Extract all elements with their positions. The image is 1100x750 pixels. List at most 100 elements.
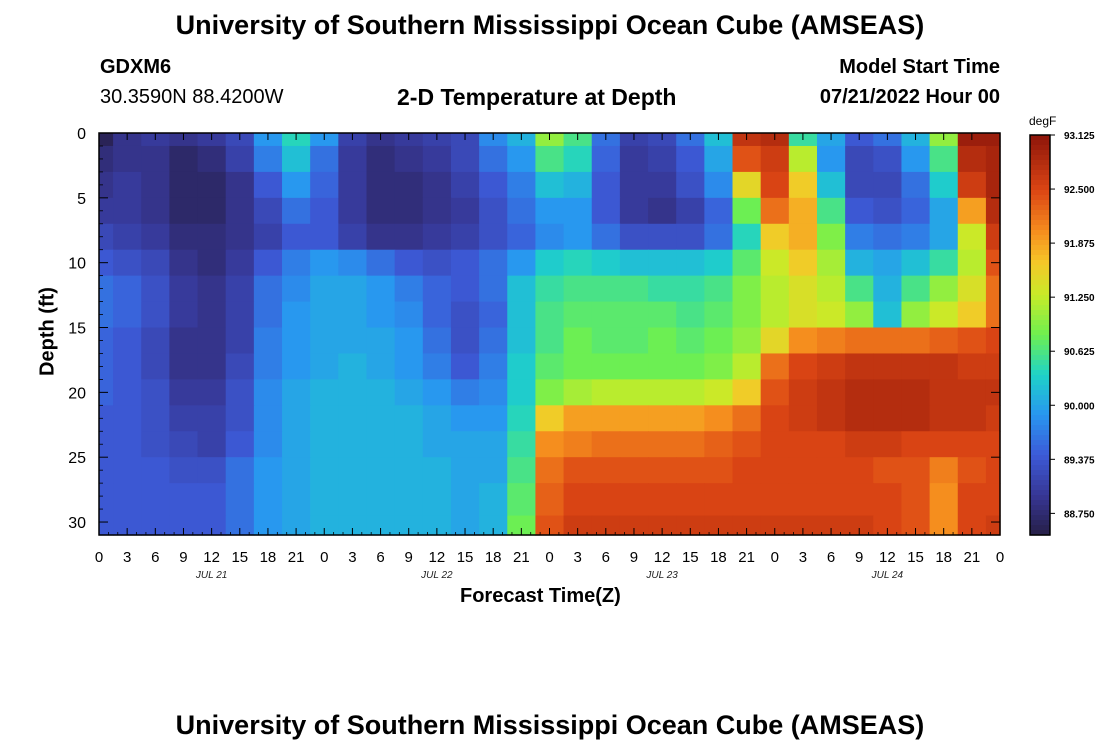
colorbar-tick-label: 93.125 — [1064, 131, 1095, 142]
heatmap-cell — [422, 197, 452, 225]
heatmap-cell — [535, 483, 565, 517]
heatmap-cell — [535, 249, 565, 277]
heatmap-cell — [507, 171, 537, 199]
heatmap-cell — [535, 223, 565, 251]
colorbar-swatch — [1030, 205, 1050, 211]
heatmap-cell — [732, 223, 762, 251]
colorbar-swatch — [1030, 450, 1050, 456]
heatmap-cell — [169, 353, 199, 380]
heatmap-cell — [676, 457, 705, 484]
y-axis-label: Depth (ft) — [36, 287, 59, 376]
heatmap-cell — [845, 249, 874, 277]
heatmap-cell — [253, 145, 283, 173]
colorbar-tick-label: 88.750 — [1064, 509, 1095, 520]
heatmap-cell — [141, 431, 170, 458]
heatmap-cell — [535, 275, 565, 303]
heatmap-cell — [873, 145, 903, 173]
heatmap-cell — [957, 301, 987, 329]
heatmap-cell — [535, 197, 565, 225]
colorbar-swatch — [1030, 510, 1050, 516]
heatmap-cell — [99, 327, 114, 355]
heatmap-cell — [957, 171, 987, 199]
heatmap-cell — [310, 431, 339, 458]
colorbar-swatch — [1030, 165, 1050, 171]
heatmap-cell — [141, 223, 170, 251]
colorbar-swatch — [1030, 400, 1050, 406]
x-tick-label: 18 — [260, 549, 277, 566]
heatmap-cell — [366, 249, 396, 277]
heatmap-cell — [310, 405, 339, 432]
heatmap-cell — [788, 301, 818, 329]
heatmap-cell — [282, 431, 311, 458]
heatmap-cell — [591, 145, 621, 173]
heatmap-cell — [760, 431, 790, 458]
heatmap-cell — [99, 223, 114, 251]
heatmap-cell — [197, 327, 227, 355]
colorbar-tick-label: 90.625 — [1064, 347, 1095, 358]
colorbar-swatch — [1030, 235, 1050, 241]
heatmap-cell — [985, 483, 1001, 517]
colorbar-swatch — [1030, 290, 1050, 296]
heatmap-cell — [985, 457, 1001, 484]
heatmap-cell — [873, 223, 903, 251]
heatmap-cell — [394, 223, 424, 251]
colorbar-swatch — [1030, 280, 1050, 286]
colorbar-swatch — [1030, 405, 1050, 411]
heatmap-cell — [929, 327, 959, 355]
heatmap-cell — [310, 223, 339, 251]
heatmap-cell — [394, 515, 424, 536]
colorbar-swatch — [1030, 295, 1050, 301]
heatmap-cell — [676, 145, 705, 173]
heatmap-cell — [282, 483, 311, 517]
heatmap-cell — [816, 327, 846, 355]
heatmap-cell — [985, 145, 1001, 173]
heatmap-cell — [113, 223, 142, 251]
heatmap-cell — [704, 431, 734, 458]
heatmap-cell — [366, 275, 396, 303]
colorbar-swatch — [1030, 305, 1050, 311]
heatmap-cell — [676, 405, 705, 432]
heatmap-cell — [282, 249, 311, 277]
colorbar-swatch — [1030, 505, 1050, 511]
heatmap-cell — [366, 223, 396, 251]
heatmap-cell — [113, 483, 142, 517]
heatmap-cell — [197, 197, 227, 225]
colorbar-swatch — [1030, 395, 1050, 401]
colorbar-swatch — [1030, 200, 1050, 206]
colorbar-swatch — [1030, 195, 1050, 201]
heatmap-cell — [760, 171, 790, 199]
heatmap-cell — [141, 353, 170, 380]
heatmap-cell — [563, 431, 593, 458]
colorbar-swatch — [1030, 270, 1050, 276]
heatmap-cell — [422, 379, 452, 406]
heatmap-cell — [450, 327, 480, 355]
colorbar-swatch — [1030, 500, 1050, 506]
colorbar-swatch — [1030, 310, 1050, 316]
x-tick-label: 6 — [376, 549, 384, 566]
heatmap-cell — [450, 431, 480, 458]
heatmap-cell — [450, 353, 480, 380]
heatmap-cell — [788, 145, 818, 173]
heatmap-cell — [591, 483, 621, 517]
colorbar-swatch — [1030, 170, 1050, 176]
y-tick-label: 10 — [68, 256, 86, 273]
heatmap-cell — [788, 515, 818, 536]
heatmap-cell — [366, 327, 396, 355]
heatmap-cell — [310, 327, 339, 355]
heatmap-cell — [676, 483, 705, 517]
heatmap-cell — [366, 431, 396, 458]
heatmap-cell — [760, 197, 790, 225]
heatmap-cell — [704, 405, 734, 432]
heatmap-cell — [422, 249, 452, 277]
heatmap-cell — [197, 379, 227, 406]
heatmap-cell — [873, 301, 903, 329]
heatmap-cell — [648, 379, 677, 406]
x-tick-label: 12 — [203, 549, 220, 566]
heatmap-cell — [873, 275, 903, 303]
x-tick-label: 3 — [348, 549, 356, 566]
colorbar-swatch — [1030, 265, 1050, 271]
colorbar-swatch — [1030, 230, 1050, 236]
x-tick-label: 9 — [179, 549, 187, 566]
x-tick-label: 21 — [738, 549, 755, 566]
x-tick-label: 15 — [907, 549, 924, 566]
